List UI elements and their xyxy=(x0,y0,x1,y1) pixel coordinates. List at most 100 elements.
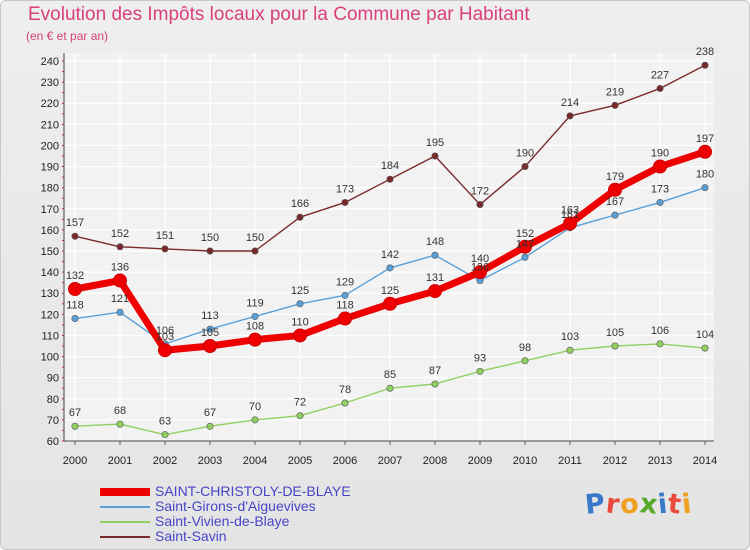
legend: SAINT-CHRISTOLY-DE-BLAYE Saint-Girons-d'… xyxy=(100,483,420,544)
data-label-saint-vivien-de-blaye: 103 xyxy=(561,331,579,343)
data-point-saint-vivien-de-blaye xyxy=(701,344,709,352)
data-point-saint-girons-d-aiguevives xyxy=(341,291,349,299)
data-point-saint-christoly-de-blaye xyxy=(518,239,532,254)
x-tick-label: 2013 xyxy=(648,455,672,467)
data-label-saint-christoly-de-blaye: 105 xyxy=(201,327,219,339)
data-label-saint-vivien-de-blaye: 67 xyxy=(69,407,81,419)
data-point-saint-girons-d-aiguevives xyxy=(296,300,304,308)
x-tick-label: 2005 xyxy=(288,455,312,467)
data-label-saint-savin: 151 xyxy=(156,230,174,242)
x-tick-label: 2010 xyxy=(513,455,537,467)
proxiti-logo: Proxiti xyxy=(583,488,694,521)
y-tick-label: 140 xyxy=(41,267,59,279)
data-label-saint-christoly-de-blaye: 132 xyxy=(66,270,84,282)
legend-item: Saint-Savin xyxy=(100,528,420,544)
data-point-saint-savin xyxy=(656,84,664,92)
data-point-saint-girons-d-aiguevives xyxy=(206,325,214,333)
data-label-saint-girons-d-aiguevives: 121 xyxy=(111,293,129,305)
legend-label: SAINT-CHRISTOLY-DE-BLAYE xyxy=(155,483,351,499)
legend-item: Saint-Girons-d'Aiguevives xyxy=(100,498,420,514)
data-point-saint-christoly-de-blaye xyxy=(203,339,217,353)
data-label-saint-savin: 152 xyxy=(111,228,129,240)
data-label-saint-girons-d-aiguevives: 119 xyxy=(246,297,264,309)
data-label-saint-christoly-de-blaye: 179 xyxy=(606,171,624,183)
data-point-saint-vivien-de-blaye xyxy=(521,357,529,365)
data-label-saint-savin: 238 xyxy=(696,46,714,58)
data-label-saint-christoly-de-blaye: 152 xyxy=(516,228,534,240)
data-label-saint-vivien-de-blaye: 105 xyxy=(606,327,624,339)
data-point-saint-vivien-de-blaye xyxy=(71,422,79,430)
data-point-saint-savin xyxy=(206,247,214,255)
data-label-saint-savin: 166 xyxy=(291,198,309,210)
x-tick-label: 2014 xyxy=(693,455,717,467)
data-label-saint-vivien-de-blaye: 93 xyxy=(474,352,486,364)
x-tick-label: 2012 xyxy=(603,455,627,467)
data-point-saint-christoly-de-blaye xyxy=(113,273,127,288)
data-point-saint-girons-d-aiguevives xyxy=(431,251,439,259)
legend-swatch-saint-vivien xyxy=(100,520,150,523)
data-label-saint-savin: 190 xyxy=(516,148,534,160)
legend-item: SAINT-CHRISTOLY-DE-BLAYE xyxy=(100,483,420,499)
data-label-saint-christoly-de-blaye: 197 xyxy=(696,133,714,145)
data-label-saint-vivien-de-blaye: 104 xyxy=(696,329,714,341)
data-label-saint-girons-d-aiguevives: 161 xyxy=(561,209,579,221)
data-label-saint-christoly-de-blaye: 125 xyxy=(381,285,399,297)
y-tick-label: 120 xyxy=(41,309,59,321)
data-label-saint-girons-d-aiguevives: 148 xyxy=(426,236,444,248)
data-label-saint-girons-d-aiguevives: 113 xyxy=(201,310,219,322)
y-tick-label: 220 xyxy=(41,98,59,110)
data-point-saint-christoly-de-blaye xyxy=(158,343,172,358)
legend-label: Saint-Girons-d'Aiguevives xyxy=(155,498,316,514)
data-label-saint-vivien-de-blaye: 87 xyxy=(429,365,441,377)
data-point-saint-vivien-de-blaye xyxy=(656,340,664,348)
y-tick-label: 60 xyxy=(47,436,59,448)
data-point-saint-vivien-de-blaye xyxy=(251,416,259,424)
x-tick-label: 2002 xyxy=(153,455,177,467)
data-point-saint-girons-d-aiguevives xyxy=(611,211,619,219)
legend-swatch-saint-savin xyxy=(100,535,150,538)
data-point-saint-vivien-de-blaye xyxy=(386,384,394,392)
data-point-saint-savin xyxy=(701,61,709,69)
data-label-saint-vivien-de-blaye: 78 xyxy=(339,384,351,396)
data-point-saint-christoly-de-blaye xyxy=(563,216,577,231)
data-point-saint-girons-d-aiguevives xyxy=(116,308,124,316)
data-point-saint-vivien-de-blaye xyxy=(116,420,124,428)
x-tick-label: 2001 xyxy=(108,455,132,467)
data-label-saint-christoly-de-blaye: 110 xyxy=(291,316,309,328)
data-point-saint-savin xyxy=(431,152,439,160)
data-point-saint-vivien-de-blaye xyxy=(206,422,214,430)
data-label-saint-girons-d-aiguevives: 106 xyxy=(156,325,174,337)
data-label-saint-savin: 173 xyxy=(336,183,354,195)
data-point-saint-savin xyxy=(341,198,349,206)
data-label-saint-girons-d-aiguevives: 147 xyxy=(516,238,534,250)
data-label-saint-vivien-de-blaye: 98 xyxy=(519,342,531,354)
x-tick-label: 2008 xyxy=(423,455,447,467)
y-tick-label: 160 xyxy=(41,225,59,237)
data-point-saint-vivien-de-blaye xyxy=(341,399,349,407)
y-tick-label: 90 xyxy=(47,373,59,385)
y-tick-label: 180 xyxy=(41,183,59,195)
y-tick-label: 240 xyxy=(41,56,59,68)
data-label-saint-vivien-de-blaye: 68 xyxy=(114,405,126,417)
data-point-saint-girons-d-aiguevives xyxy=(701,184,709,192)
data-label-saint-savin: 150 xyxy=(201,232,219,244)
data-point-saint-girons-d-aiguevives xyxy=(521,253,529,261)
data-point-saint-vivien-de-blaye xyxy=(161,431,169,439)
data-point-saint-savin xyxy=(611,101,619,109)
x-tick-label: 2004 xyxy=(243,455,267,467)
y-tick-label: 110 xyxy=(41,330,59,342)
data-label-saint-girons-d-aiguevives: 180 xyxy=(696,169,714,181)
data-point-saint-girons-d-aiguevives xyxy=(656,198,664,206)
data-label-saint-christoly-de-blaye: 131 xyxy=(426,272,444,284)
x-tick-label: 2007 xyxy=(378,455,402,467)
chart-title: Evolution des Impôts locaux pour la Comm… xyxy=(28,4,530,25)
data-label-saint-savin: 227 xyxy=(651,69,669,81)
data-point-saint-savin xyxy=(116,243,124,251)
data-point-saint-savin xyxy=(476,201,484,209)
data-label-saint-girons-d-aiguevives: 136 xyxy=(471,262,489,274)
data-label-saint-savin: 172 xyxy=(471,186,489,198)
y-tick-label: 100 xyxy=(41,352,59,364)
data-label-saint-christoly-de-blaye: 108 xyxy=(246,321,264,333)
legend-swatch-saint-christoly xyxy=(100,487,150,496)
data-label-saint-christoly-de-blaye: 118 xyxy=(336,300,354,312)
